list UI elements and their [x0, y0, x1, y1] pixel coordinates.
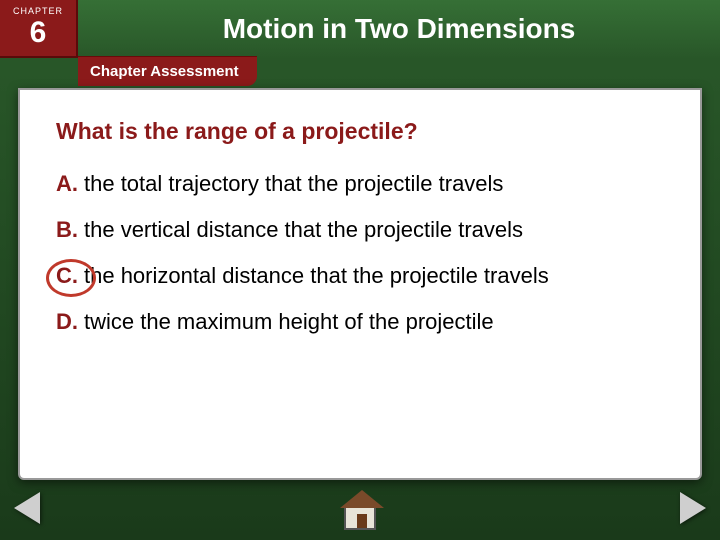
prev-button[interactable]	[14, 492, 58, 528]
option-text: the vertical distance that the projectil…	[84, 217, 664, 243]
option-row[interactable]: B.the vertical distance that the project…	[56, 217, 664, 243]
arrow-right-icon	[680, 492, 706, 524]
subheader: Chapter Assessment	[78, 56, 720, 86]
option-text: the total trajectory that the projectile…	[84, 171, 664, 197]
option-row[interactable]: C.the horizontal distance that the proje…	[56, 263, 664, 289]
option-letter: C.	[56, 263, 78, 289]
home-icon	[344, 506, 376, 530]
chapter-number: 6	[0, 16, 76, 49]
next-button[interactable]	[662, 492, 706, 528]
option-text: twice the maximum height of the projecti…	[84, 309, 664, 335]
page-title: Motion in Two Dimensions	[78, 0, 720, 58]
subheader-tab: Chapter Assessment	[78, 56, 257, 86]
chapter-box: CHAPTER 6	[0, 0, 78, 58]
option-row[interactable]: D.twice the maximum height of the projec…	[56, 309, 664, 335]
option-letter: D.	[56, 309, 78, 335]
option-letter: B.	[56, 217, 78, 243]
arrow-left-icon	[14, 492, 40, 524]
option-text: the horizontal distance that the project…	[84, 263, 664, 289]
question-text: What is the range of a projectile?	[56, 118, 664, 145]
header: CHAPTER 6 Motion in Two Dimensions	[0, 0, 720, 58]
options-list: A.the total trajectory that the projecti…	[56, 171, 664, 335]
home-button[interactable]	[336, 488, 384, 538]
chapter-label: CHAPTER	[0, 6, 76, 16]
option-row[interactable]: A.the total trajectory that the projecti…	[56, 171, 664, 197]
option-letter: A.	[56, 171, 78, 197]
content-panel: What is the range of a projectile? A.the…	[18, 88, 702, 480]
